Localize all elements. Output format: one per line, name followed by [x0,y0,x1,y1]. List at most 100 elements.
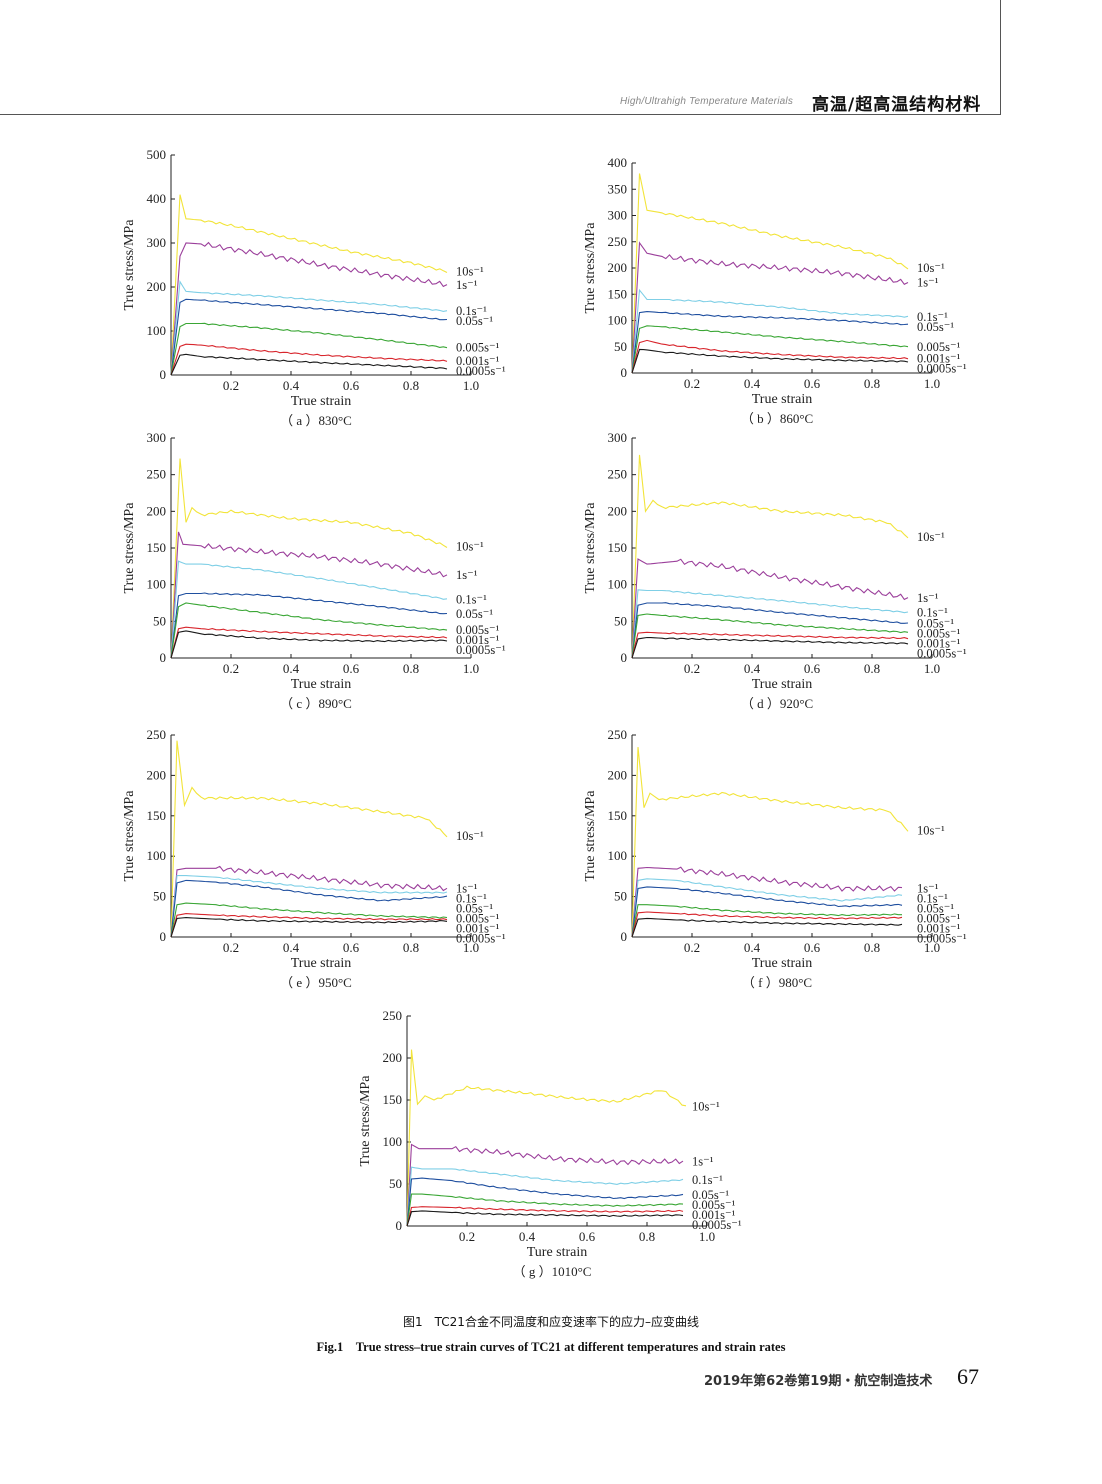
y-tick-label: 150 [147,808,167,823]
series-label: 0.05s⁻¹ [917,320,954,334]
series-line [170,531,448,659]
subfigure-caption: （ e ）950°C [280,975,352,990]
series-label: 0.001s⁻¹ [456,922,500,936]
series-label: 0.0005s⁻¹ [692,1218,742,1232]
x-tick-label: 0.8 [864,376,880,391]
x-tick-label: 1.0 [463,940,479,955]
x-tick-label: 0.8 [403,940,419,955]
page-number: 67 [957,1364,979,1389]
y-axis-title: True stress/MPa [583,502,598,594]
subfigure-caption: （ b ）860°C [741,411,813,426]
series-line [631,288,909,374]
series-label: 1s⁻¹ [456,568,478,582]
y-tick-label: 150 [608,286,628,301]
series-line [406,1166,684,1227]
series-line [170,353,448,376]
y-tick-label: 0 [160,650,167,665]
series-line [170,560,448,659]
series-line [170,875,448,938]
x-tick-label: 0.4 [283,661,300,676]
series-label: 0.001s⁻¹ [456,354,500,368]
x-tick-label: 0.2 [223,378,239,393]
series-line [631,636,909,659]
series-line [631,339,909,374]
x-tick-label: 0.6 [343,661,360,676]
chart-panel: 0 50 100 150 200 250 300 0.2 0.4 0.6 0.8 1.0 True st… [583,430,967,711]
series-label: 0.1s⁻¹ [456,892,487,906]
series-label: 10s⁻¹ [917,261,945,275]
y-tick-label: 250 [608,234,628,249]
x-tick-label: 0.8 [639,1229,655,1244]
x-tick-label: 0.4 [744,661,761,676]
series-line [170,879,448,938]
series-line [631,866,903,938]
x-tick-label: 0.2 [223,661,239,676]
header-chinese-title: 高温/超高温结构材料 [812,95,982,115]
series-line [170,322,448,376]
series-label: 10s⁻¹ [692,1100,720,1114]
y-tick-label: 100 [383,1134,403,1149]
series-line [631,917,903,938]
x-tick-label: 0.6 [343,940,360,955]
chart-panel: 0 100 200 300 400 500 0.2 0.4 0.6 0.8 1.0 True stra… [122,147,506,428]
series-label: 0.1s⁻¹ [456,592,487,606]
subfigure-caption: （ d ）920°C [741,696,813,711]
series-line [631,589,909,659]
subfigure-caption: （ a ）830°C [280,413,352,428]
figure-caption-chinese: 图1 TC21合金不同温度和应变速率下的应力–应变曲线 [403,1315,699,1329]
y-axis-title: True stress/MPa [358,1075,373,1167]
x-tick-label: 0.4 [283,378,300,393]
y-tick-label: 150 [383,1092,403,1107]
series-line [406,1177,684,1227]
y-tick-label: 400 [147,191,167,206]
x-tick-label: 0.4 [744,940,761,955]
y-tick-label: 350 [608,181,628,196]
x-tick-label: 1.0 [924,376,940,391]
series-line [170,740,448,938]
series-line [170,298,448,376]
y-tick-label: 50 [614,339,627,354]
series-line [631,558,909,659]
y-axis-title: True stress/MPa [583,222,598,314]
series-label: 0.005s⁻¹ [917,627,961,641]
series-label: 0.005s⁻¹ [692,1198,736,1212]
x-tick-label: 0.2 [459,1229,475,1244]
series-line [170,602,448,659]
series-line [406,1210,684,1227]
x-tick-label: 0.6 [804,940,821,955]
series-label: 0.1s⁻¹ [917,606,948,620]
series-line [631,878,903,938]
series-line [631,173,909,374]
x-tick-label: 0.6 [579,1229,596,1244]
y-tick-label: 100 [608,313,628,328]
series-line [631,311,909,374]
series-label: 0.05s⁻¹ [456,607,493,621]
series-line [406,1193,684,1227]
y-tick-label: 250 [147,727,167,742]
chart-panel: 0 50 100 150 200 250 0.2 0.4 0.6 0.8 1.0 True strai… [583,727,967,990]
series-label: 0.0005s⁻¹ [456,643,506,657]
series-label: 0.0005s⁻¹ [917,361,967,375]
series-line [631,241,909,374]
x-tick-label: 0.6 [343,378,360,393]
x-tick-label: 0.8 [403,378,419,393]
series-line [631,325,909,374]
series-line [170,194,448,376]
series-line [631,631,909,659]
x-tick-label: 1.0 [924,661,940,676]
series-label: 0.0005s⁻¹ [456,364,506,378]
x-axis-title: True strain [752,392,813,407]
y-tick-label: 250 [383,1008,403,1023]
x-tick-label: 0.6 [804,661,821,676]
series-label: 10s⁻¹ [456,540,484,554]
y-tick-label: 100 [608,848,628,863]
series-label: 10s⁻¹ [456,265,484,279]
series-label: 0.001s⁻¹ [456,633,500,647]
series-label: 0.0005s⁻¹ [456,932,506,946]
series-line [170,913,448,938]
series-label: 1s⁻¹ [692,1154,714,1168]
subfigure-caption: （ g ）1010°C [513,1264,592,1279]
y-tick-label: 0 [621,929,628,944]
y-tick-label: 300 [608,430,628,445]
header-corner-rule [1000,0,1001,115]
